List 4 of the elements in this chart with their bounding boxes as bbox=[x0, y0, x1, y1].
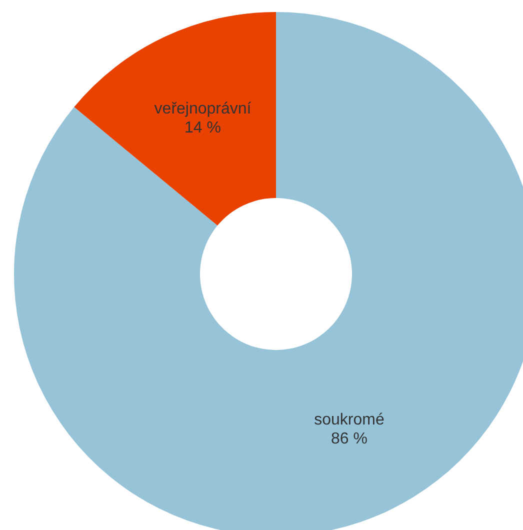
data-label: 86 % bbox=[331, 430, 368, 448]
slice-label: soukromé bbox=[314, 412, 384, 429]
data-label: 14 % bbox=[184, 119, 221, 136]
slice-label: veřejnoprávní bbox=[154, 100, 252, 118]
